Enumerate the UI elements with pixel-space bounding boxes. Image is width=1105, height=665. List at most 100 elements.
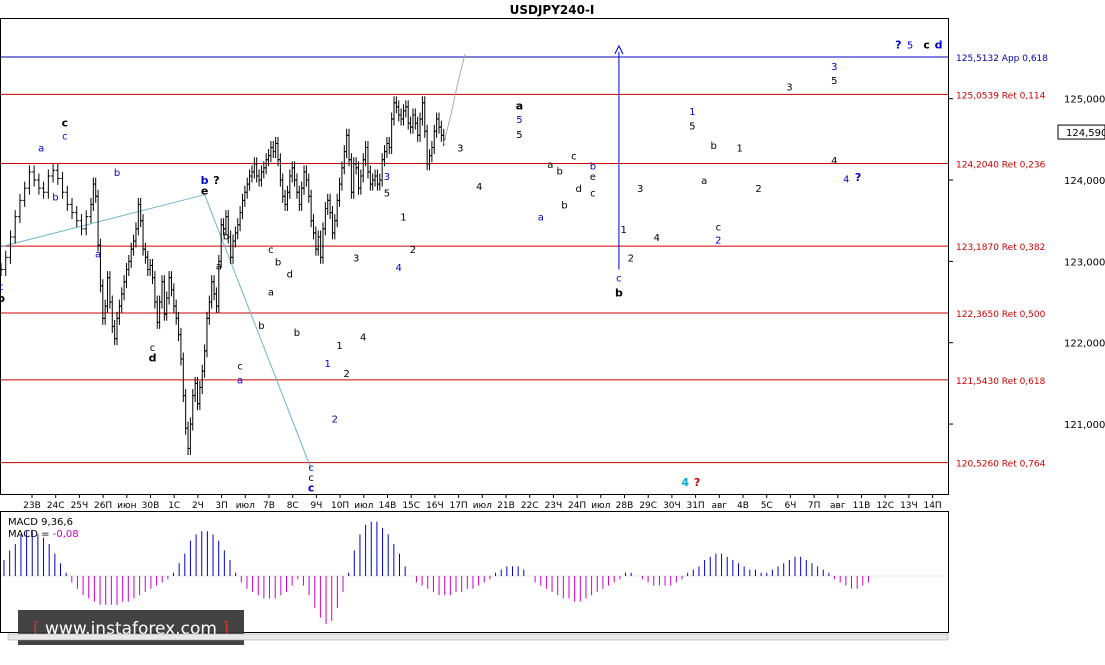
x-tick-label: 9Ч <box>310 501 322 511</box>
macd-value: -0,08 <box>53 529 79 540</box>
wave-label: a <box>268 288 274 299</box>
wave-label: b <box>52 192 58 203</box>
wave-label: a <box>38 144 44 155</box>
wave-label: 1 <box>736 144 742 155</box>
x-tick-label: 3П <box>215 501 228 511</box>
wave-label: d <box>935 38 943 51</box>
wave-label: 5 <box>516 130 522 141</box>
wave-label: d <box>149 351 157 364</box>
y-tick-label: 122,000 <box>1064 339 1105 350</box>
fib-level-label: 124,2040 Ret 0,236 <box>956 160 1046 170</box>
y-tick-label: 125,000 <box>1064 95 1105 106</box>
wave-label: 2 <box>343 369 349 380</box>
macd-label: MACD 9,36,6 <box>8 517 73 528</box>
wave-label: 2 <box>755 184 761 195</box>
wave-label: c <box>590 188 596 199</box>
wave-label: 5 <box>384 188 390 199</box>
wave-label: 2 <box>715 235 721 246</box>
macd-value-prefix: MACD = <box>8 529 53 540</box>
wave-label: c <box>308 482 315 495</box>
x-tick-label: 1С <box>168 501 180 511</box>
x-tick-label: 30Ч <box>663 501 681 511</box>
x-tick-label: 10П <box>331 501 349 511</box>
wave-trendline <box>0 194 205 248</box>
wave-label: a <box>516 99 523 112</box>
fib-level-label: 121,5430 Ret 0,618 <box>956 377 1046 387</box>
target-arrow-head <box>614 44 624 55</box>
x-tick-label: 14В <box>379 501 397 511</box>
wave-label: a <box>547 160 553 171</box>
fib-level-label: 123,1870 Ret 0,382 <box>956 243 1045 253</box>
wave-label: c <box>308 473 314 484</box>
wave-label: 1 <box>620 225 626 236</box>
wave-label: 5 <box>689 122 695 133</box>
wave-label: b <box>201 174 209 187</box>
wave-label: c <box>716 222 722 233</box>
wave-label: b <box>294 328 300 339</box>
wave-label: a <box>701 176 707 187</box>
x-tick-label: июл <box>236 501 255 511</box>
wave-label: e <box>201 185 208 198</box>
wave-label: c <box>62 116 69 129</box>
x-tick-label: 28В <box>616 501 634 511</box>
forecast-curve <box>443 53 466 144</box>
wave-label: 2 <box>628 253 634 264</box>
fib-level-label: 122,3650 Ret 0,500 <box>956 310 1046 320</box>
current-price-box <box>1057 124 1105 140</box>
wave-label: 1 <box>336 341 342 352</box>
wave-label: a <box>237 375 243 386</box>
fib-level-label: 125,0539 Ret 0,114 <box>956 91 1046 101</box>
chart-scrollbar[interactable] <box>7 633 949 641</box>
wave-label: b <box>223 231 229 242</box>
wave-label: ? <box>213 174 219 187</box>
x-tick-label: 7В <box>263 501 275 511</box>
wave-label: ? <box>694 476 700 489</box>
price-panel <box>0 18 949 495</box>
x-tick-label: 4В <box>737 501 749 511</box>
wave-label: b <box>561 201 567 212</box>
wave-label: b <box>557 166 563 177</box>
wave-label: c <box>571 152 577 163</box>
wave-label: 4 <box>396 263 402 274</box>
x-tick-label: 24П <box>568 501 586 511</box>
wave-label: a <box>216 262 222 273</box>
x-tick-label: 15С <box>402 501 420 511</box>
wave-label: 4 <box>476 182 482 193</box>
wave-label: b <box>615 286 623 299</box>
current-price-label: 124,590 <box>1066 128 1105 139</box>
x-tick-label: 8С <box>287 501 299 511</box>
x-tick-label: 22С <box>521 501 539 511</box>
wave-label: 3 <box>384 172 390 183</box>
x-tick-label: авг <box>830 501 846 511</box>
wave-label: 3 <box>457 144 463 155</box>
x-tick-label: 24С <box>47 501 65 511</box>
wave-label: 2 <box>410 245 416 256</box>
wave-label: 3 <box>353 253 359 264</box>
x-tick-label: 31П <box>686 501 704 511</box>
wave-label: b <box>0 292 5 305</box>
wave-label: 5 <box>516 115 522 126</box>
x-tick-label: 21В <box>497 501 515 511</box>
wave-label: 4 <box>681 476 689 489</box>
wave-label: d <box>575 184 581 195</box>
wave-label: a <box>95 249 101 260</box>
wave-label: 2 <box>332 414 338 425</box>
wave-label: ? <box>895 38 901 51</box>
wave-label: 4 <box>654 233 660 244</box>
x-tick-label: 12С <box>876 501 894 511</box>
wave-label: 3 <box>786 83 792 94</box>
wave-label: c <box>308 463 314 474</box>
x-tick-label: июл <box>473 501 492 511</box>
wave-label: c <box>616 274 622 285</box>
x-tick-label: 17П <box>449 501 467 511</box>
x-tick-label: 23Ч <box>545 501 563 511</box>
wave-label: 4 <box>843 174 849 185</box>
wave-label: 4 <box>831 156 837 167</box>
y-tick-label: 121,000 <box>1064 420 1105 431</box>
wave-label: c <box>268 245 274 256</box>
wave-label: 1 <box>400 213 406 224</box>
macd-value-label: MACD = -0,08 <box>8 529 79 540</box>
wave-label: 5 <box>907 40 913 51</box>
